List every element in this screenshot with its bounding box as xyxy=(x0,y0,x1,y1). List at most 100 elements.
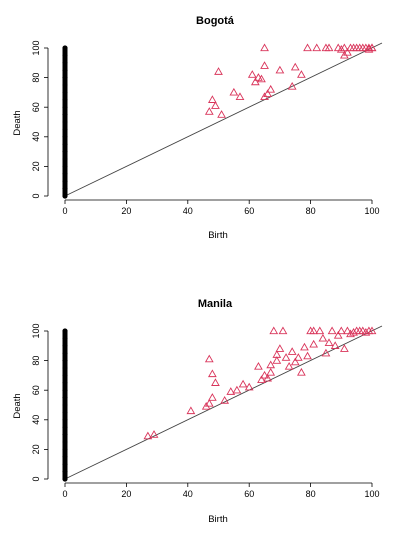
h1-point xyxy=(327,326,337,335)
h0-point xyxy=(62,156,68,162)
h1-point xyxy=(149,430,159,438)
y-tick-label: 80 xyxy=(31,73,41,83)
h1-point xyxy=(143,431,153,440)
y-tick-label: 40 xyxy=(31,415,41,425)
diagonal-line xyxy=(64,42,383,197)
h1-point xyxy=(281,353,291,361)
h1-point xyxy=(367,43,377,52)
h1-point xyxy=(257,74,266,83)
x-axis-label: Birth xyxy=(208,514,228,525)
h0-point xyxy=(62,45,68,51)
x-tick-label: 0 xyxy=(62,489,67,499)
h1-point xyxy=(343,326,352,335)
panel-bogota: Bogotá 0 20 40 60 80 100 0 20 40 60 80 100 Birth De… xyxy=(12,15,383,241)
h1-point xyxy=(232,385,242,394)
h0-point xyxy=(62,82,68,88)
h0-point xyxy=(62,454,68,460)
h1-point xyxy=(263,373,272,382)
h1-point xyxy=(257,375,266,383)
chart-title: Manila xyxy=(198,298,233,310)
h1-point xyxy=(226,387,236,395)
h1-point xyxy=(186,406,196,415)
h1-point xyxy=(309,339,319,348)
h0-point xyxy=(62,417,68,423)
h0-point xyxy=(62,439,68,445)
h1-point xyxy=(269,326,279,335)
h0-point xyxy=(62,119,68,125)
h1-point xyxy=(287,347,297,355)
h0-point xyxy=(62,97,68,103)
h0-point xyxy=(62,328,68,334)
y-axis-label: Death xyxy=(12,393,23,418)
h1-point xyxy=(266,84,276,93)
h1-point xyxy=(349,327,358,336)
x-tick-label: 40 xyxy=(183,206,193,216)
h1-point xyxy=(303,351,312,360)
h0-point xyxy=(62,186,68,192)
h1-point xyxy=(333,330,343,339)
h0-point xyxy=(62,67,68,73)
y-tick-label: 60 xyxy=(31,385,41,395)
h0-point xyxy=(62,335,68,341)
h1-point xyxy=(254,362,263,370)
h1-point xyxy=(343,47,352,56)
h0-point xyxy=(62,112,68,118)
h0-point xyxy=(62,52,68,59)
plot-area: 0 20 40 60 80 100 0 20 40 60 80 100 xyxy=(31,323,383,499)
y-tick-label: 20 xyxy=(31,444,41,454)
panel-manila: Manila 0 20 40 60 80 100 0 20 40 60 80 100 Birth De… xyxy=(12,298,383,525)
h1-point xyxy=(204,354,214,363)
h0-point xyxy=(62,343,68,349)
h1-point xyxy=(214,67,223,75)
h1-point xyxy=(321,348,331,357)
x-tick-label: 60 xyxy=(244,489,254,499)
h0-point xyxy=(62,469,68,475)
h1-point xyxy=(297,70,306,78)
h0-point xyxy=(62,126,68,132)
y-axis-label: Death xyxy=(12,110,23,135)
h1-point xyxy=(238,379,248,388)
h1-point xyxy=(303,43,312,52)
h1-point xyxy=(278,326,288,335)
h0-point xyxy=(62,432,68,438)
x-tick-label: 0 xyxy=(62,206,67,216)
h1-point xyxy=(244,382,254,391)
h1-point xyxy=(204,107,214,115)
h1-point xyxy=(247,70,257,78)
y-tick-label: 100 xyxy=(31,323,41,338)
h1-point xyxy=(266,360,276,369)
h1-point xyxy=(266,367,276,376)
h1-point xyxy=(275,65,285,74)
y-tick-label: 40 xyxy=(31,132,41,142)
y-tick-label: 80 xyxy=(31,356,41,366)
h1-point xyxy=(250,77,260,86)
h0-point xyxy=(62,141,68,147)
h1-point xyxy=(217,110,226,118)
plot-area: 0 20 40 60 80 100 0 20 40 60 80 100 xyxy=(31,40,383,216)
h0-point xyxy=(62,193,68,199)
h1-point xyxy=(284,362,294,370)
h1-point xyxy=(260,61,269,69)
h1-point xyxy=(207,95,217,103)
h0-point xyxy=(62,60,68,66)
h0-point xyxy=(62,149,68,155)
h0-point xyxy=(62,75,68,81)
h1-point xyxy=(361,327,371,336)
h0-point xyxy=(62,446,68,452)
h1-point xyxy=(324,338,334,346)
h1-point xyxy=(211,378,220,386)
x-tick-label: 20 xyxy=(121,489,131,499)
h1-point xyxy=(293,353,303,361)
h1-point xyxy=(300,342,309,351)
x-tick-label: 80 xyxy=(306,489,316,499)
h0-point xyxy=(62,178,68,184)
x-tick-label: 100 xyxy=(364,206,379,216)
h1-point xyxy=(297,367,306,376)
h0-point xyxy=(62,380,68,386)
h1-point xyxy=(324,43,334,52)
h0-point xyxy=(62,89,68,95)
h1-point xyxy=(235,92,245,100)
x-tick-label: 60 xyxy=(244,206,254,216)
h1-point xyxy=(290,357,300,366)
